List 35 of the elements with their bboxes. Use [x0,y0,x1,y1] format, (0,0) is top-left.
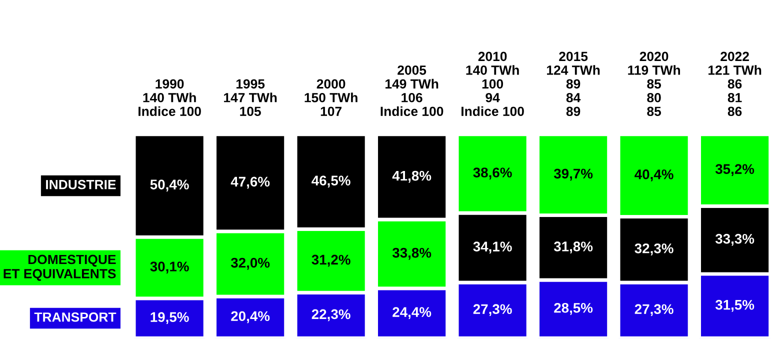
data-label: 22,3% [312,309,350,322]
data-label: 47,6% [230,176,270,189]
data-label: 40,4% [634,169,674,182]
data-label: 39,7% [554,168,593,181]
x-tick-label: 2022 121 TWh 86 81 86 [708,52,762,116]
x-tick-label: 2005 149 TWh 106 Indice 100 [380,65,444,116]
data-label: 28,5% [554,302,593,315]
data-label: 20,4% [231,311,270,324]
data-label: 33,3% [715,234,754,246]
data-label: 41,8% [392,170,432,183]
x-tick-label: 2010 140 TWh 100 94 Indice 100 [462,52,524,116]
data-label: 24,4% [392,307,432,319]
data-label: 30,1% [150,262,189,274]
data-label: 34,1% [473,242,512,254]
series-label: INDUSTRIE [46,180,116,190]
data-label: 27,3% [634,304,674,316]
data-label: 32,3% [634,243,674,256]
data-label: 19,5% [150,312,189,324]
data-label: 33,8% [392,248,432,260]
data-label: 31,5% [715,300,754,312]
data-label: 35,2% [715,164,754,176]
data-label: 31,2% [312,254,350,267]
x-tick-label: 2020 119 TWh 85 80 85 [628,52,680,116]
x-tick-label: 1995 147 TWh 105 [224,79,277,116]
data-label: 31,8% [554,242,593,254]
data-label: 27,3% [473,304,512,316]
data-label: 50,4% [150,180,189,192]
x-tick-label: 2015 124 TWh 89 84 89 [547,52,600,116]
series-label: DOMESTIQUE ET EQUIVALENTS [4,254,116,281]
data-label: 32,0% [230,258,270,270]
data-label: 38,6% [473,168,512,180]
series-label: TRANSPORT [34,312,116,322]
x-tick-label: 2000 150 TWh 107 [304,79,358,116]
data-label: 46,5% [312,176,350,188]
x-tick-label: 1990 140 TWh Indice 100 [138,79,201,116]
